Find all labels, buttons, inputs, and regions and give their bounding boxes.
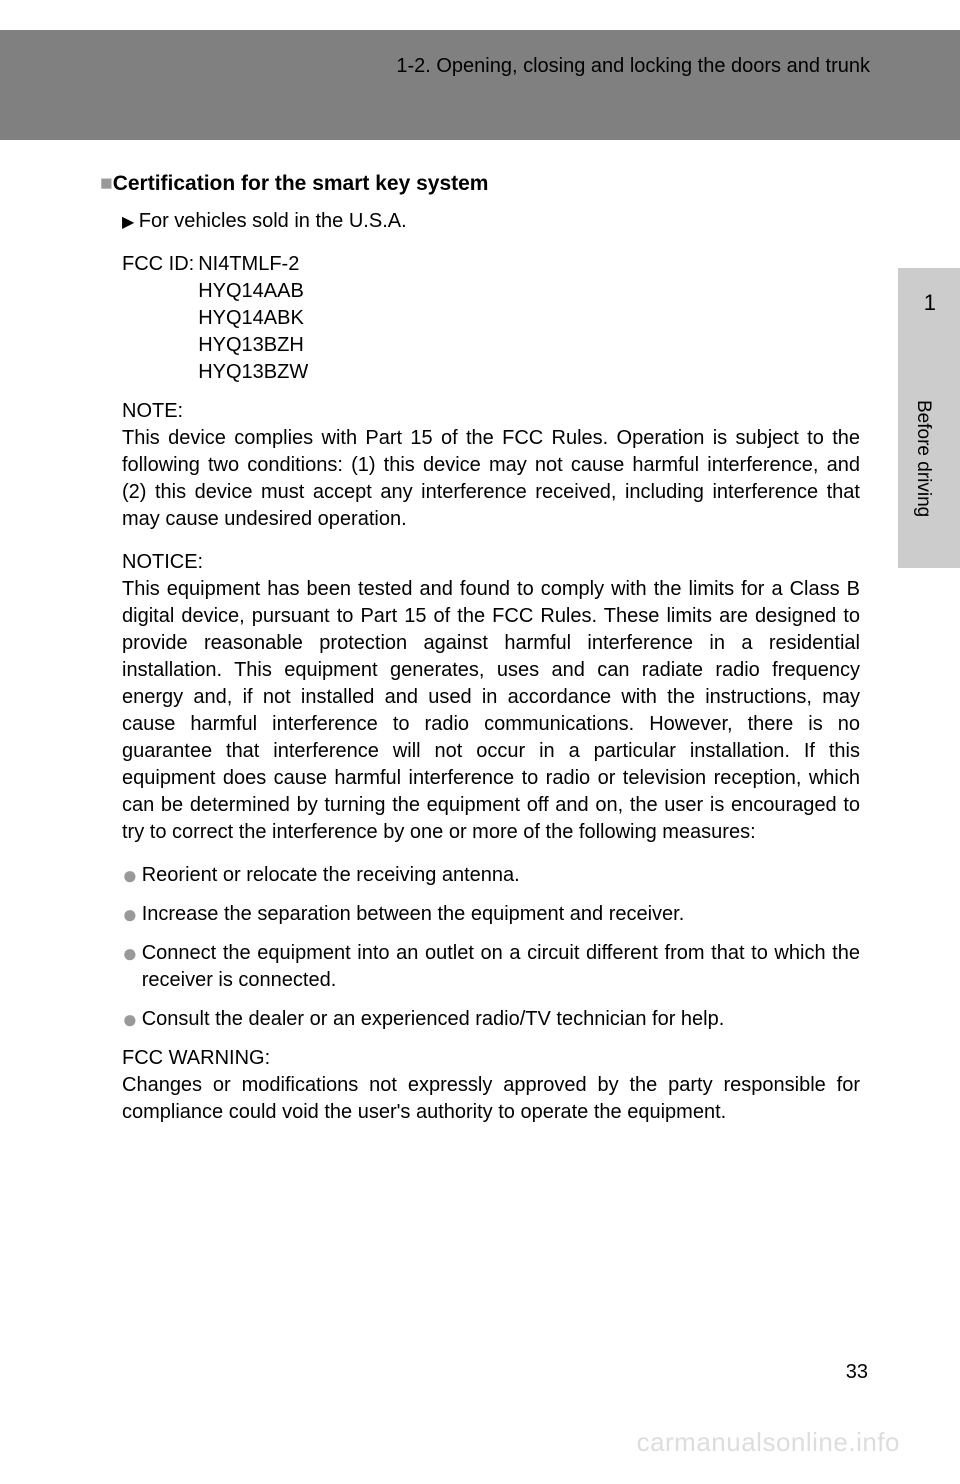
- bullet-icon: ●: [122, 901, 138, 928]
- bullet-item: ● Increase the separation between the eq…: [122, 901, 860, 928]
- chapter-label: Before driving: [912, 400, 934, 517]
- bullet-icon: ●: [122, 1006, 138, 1033]
- note-label: NOTE:: [122, 400, 183, 422]
- fcc-id-item: HYQ14ABK: [198, 305, 308, 332]
- bullet-text: Connect the equipment into an outlet on …: [142, 940, 860, 994]
- bullet-item: ● Connect the equipment into an outlet o…: [122, 940, 860, 994]
- warning-body: Changes or modifications not expressly a…: [122, 1074, 860, 1123]
- fcc-id-item: HYQ13BZW: [198, 359, 308, 386]
- subhead-text: For vehicles sold in the U.S.A.: [139, 210, 407, 232]
- watermark: carmanualsonline.info: [637, 1427, 900, 1458]
- page-content: ■Certification for the smart key system …: [100, 172, 860, 1142]
- section-header: 1-2. Opening, closing and locking the do…: [396, 55, 870, 78]
- fcc-label: FCC ID:: [122, 251, 194, 386]
- note-body: This device complies with Part 15 of the…: [122, 427, 860, 530]
- bullet-icon: ●: [122, 940, 138, 994]
- notice-label: NOTICE:: [122, 551, 203, 573]
- page-number: 33: [846, 1361, 868, 1384]
- fcc-id-item: HYQ14AAB: [198, 278, 308, 305]
- fcc-id-item: HYQ13BZH: [198, 332, 308, 359]
- bullet-text: Consult the dealer or an experienced rad…: [142, 1006, 860, 1033]
- notice-block: NOTICE: This equipment has been tested a…: [122, 549, 860, 846]
- square-icon: ■: [100, 172, 113, 195]
- note-block: NOTE: This device complies with Part 15 …: [122, 398, 860, 533]
- bullet-item: ● Consult the dealer or an experienced r…: [122, 1006, 860, 1033]
- chapter-number: 1: [924, 290, 936, 316]
- fcc-id-block: FCC ID: NI4TMLF-2 HYQ14AAB HYQ14ABK HYQ1…: [122, 251, 860, 386]
- bullet-icon: ●: [122, 862, 138, 889]
- bullet-text: Increase the separation between the equi…: [142, 901, 860, 928]
- warning-label: FCC WARNING:: [122, 1047, 270, 1069]
- fcc-ids: NI4TMLF-2 HYQ14AAB HYQ14ABK HYQ13BZH HYQ…: [198, 251, 308, 386]
- header-band: [0, 30, 960, 140]
- bullet-text: Reorient or relocate the receiving anten…: [142, 862, 860, 889]
- bullet-item: ● Reorient or relocate the receiving ant…: [122, 862, 860, 889]
- title-text: Certification for the smart key system: [113, 172, 489, 195]
- section-title: ■Certification for the smart key system: [100, 172, 860, 196]
- notice-body: This equipment has been tested and found…: [122, 578, 860, 843]
- triangle-icon: ▶: [122, 214, 139, 231]
- fcc-id-item: NI4TMLF-2: [198, 251, 308, 278]
- subhead: ▶ For vehicles sold in the U.S.A.: [122, 210, 860, 233]
- warning-block: FCC WARNING: Changes or modifications no…: [122, 1045, 860, 1126]
